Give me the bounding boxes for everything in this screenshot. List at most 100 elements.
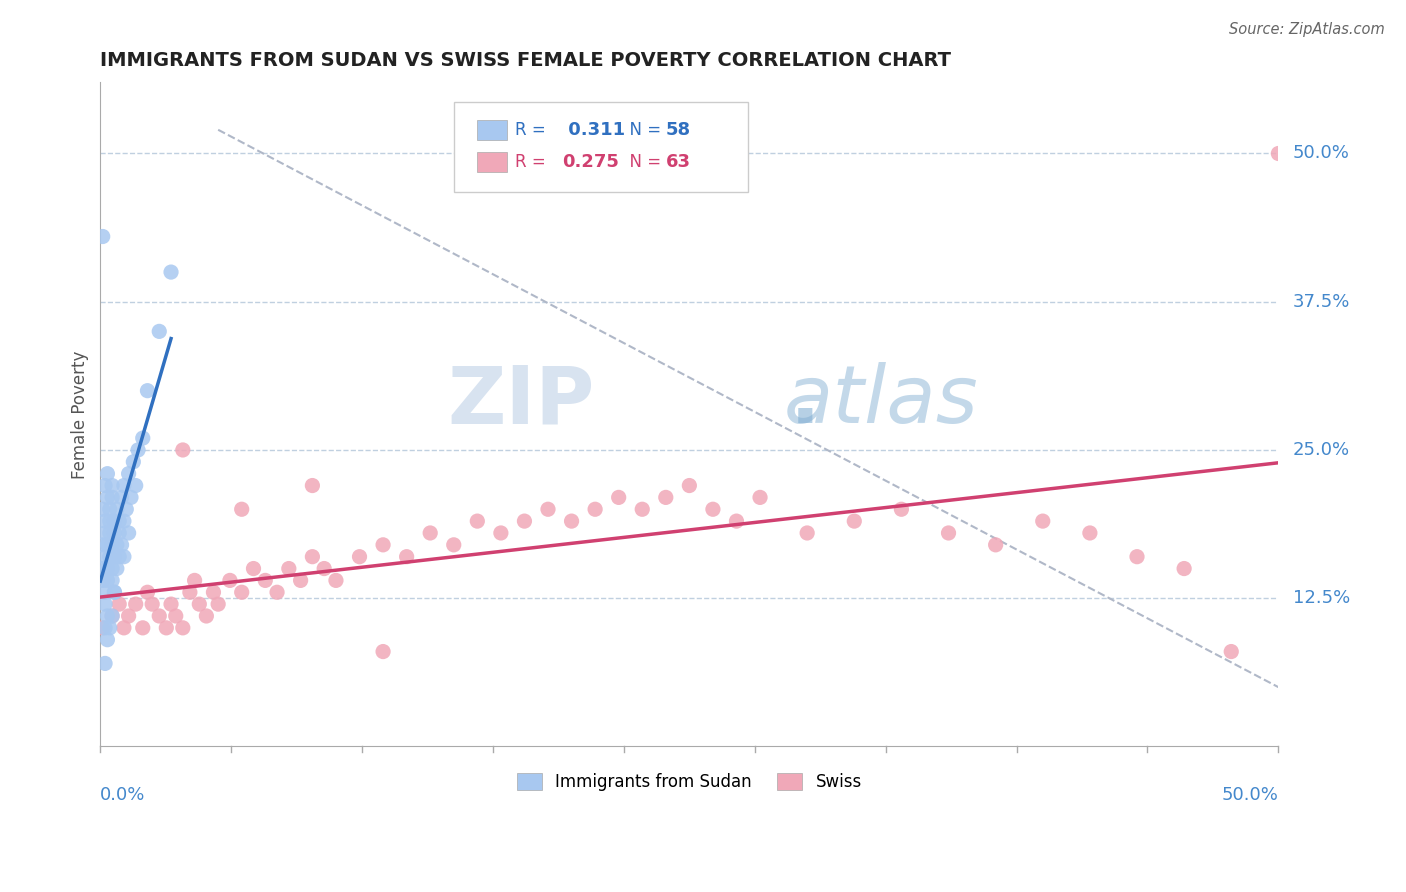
Point [125, 478, 148, 492]
Point [101, 538, 124, 552]
Point [96, 632, 118, 647]
Point [207, 597, 229, 611]
Point [117, 467, 139, 481]
Point [290, 574, 312, 588]
Point [1078, 526, 1101, 541]
Point [96, 467, 118, 481]
Point [112, 621, 135, 635]
Text: .: . [790, 362, 820, 440]
Point [98, 621, 121, 635]
Point [314, 561, 336, 575]
Point [266, 585, 288, 599]
Legend: Immigrants from Sudan, Swiss: Immigrants from Sudan, Swiss [510, 766, 869, 797]
Point [96, 538, 118, 552]
Point [91, 538, 114, 552]
Point [103, 549, 125, 564]
Point [112, 478, 135, 492]
Point [112, 514, 135, 528]
Point [101, 574, 124, 588]
Point [96, 574, 118, 588]
Point [844, 514, 866, 528]
Point [231, 585, 253, 599]
Text: R =: R = [515, 121, 551, 139]
Point [796, 526, 818, 541]
Text: atlas: atlas [783, 362, 979, 440]
Point [1126, 549, 1149, 564]
Point [96, 491, 118, 505]
Point [127, 442, 149, 457]
Point [120, 491, 142, 505]
Point [108, 526, 131, 541]
Point [195, 609, 218, 624]
Point [112, 549, 135, 564]
Text: 37.5%: 37.5% [1292, 293, 1350, 310]
Text: 50.0%: 50.0% [1292, 145, 1350, 162]
Text: N =: N = [619, 121, 666, 139]
Point [371, 644, 394, 658]
Point [465, 514, 488, 528]
Point [103, 585, 125, 599]
Point [108, 549, 131, 564]
Point [231, 502, 253, 516]
Point [561, 514, 583, 528]
Point [141, 597, 163, 611]
Point [98, 526, 121, 541]
Point [122, 455, 145, 469]
Point [938, 526, 960, 541]
Point [96, 609, 118, 624]
Point [155, 621, 177, 635]
Point [98, 549, 121, 564]
Point [219, 574, 242, 588]
Point [371, 538, 394, 552]
Point [172, 442, 194, 457]
Point [349, 549, 371, 564]
Point [132, 431, 155, 445]
Point [110, 538, 132, 552]
Point [165, 609, 187, 624]
Point [101, 609, 124, 624]
Point [395, 549, 418, 564]
Point [91, 561, 114, 575]
Point [94, 657, 117, 671]
Point [105, 561, 128, 575]
Point [94, 585, 117, 599]
Text: 0.275: 0.275 [562, 153, 619, 171]
Point [91, 502, 114, 516]
Point [301, 549, 323, 564]
Text: ZIP: ZIP [449, 362, 595, 440]
Point [489, 526, 512, 541]
Point [172, 621, 194, 635]
Point [537, 502, 560, 516]
Text: 0.0%: 0.0% [100, 786, 146, 805]
Point [101, 561, 124, 575]
Y-axis label: Female Poverty: Female Poverty [72, 351, 89, 479]
Point [1267, 146, 1289, 161]
Point [94, 526, 117, 541]
Point [91, 621, 114, 635]
Point [678, 478, 700, 492]
Point [101, 609, 124, 624]
Bar [477, 120, 506, 140]
Point [105, 538, 128, 552]
Point [725, 514, 748, 528]
Text: N =: N = [619, 153, 666, 171]
Point [277, 561, 299, 575]
Point [94, 478, 117, 492]
Point [125, 597, 148, 611]
Point [202, 585, 225, 599]
Point [108, 597, 131, 611]
Point [242, 561, 264, 575]
Point [583, 502, 606, 516]
Point [110, 491, 132, 505]
Point [101, 491, 124, 505]
Point [115, 502, 138, 516]
Point [655, 491, 678, 505]
Point [1173, 561, 1195, 575]
Point [749, 491, 772, 505]
Point [136, 585, 159, 599]
Point [103, 585, 125, 599]
Bar [477, 152, 506, 172]
Text: Source: ZipAtlas.com: Source: ZipAtlas.com [1229, 22, 1385, 37]
Point [1220, 644, 1243, 658]
Point [513, 514, 536, 528]
